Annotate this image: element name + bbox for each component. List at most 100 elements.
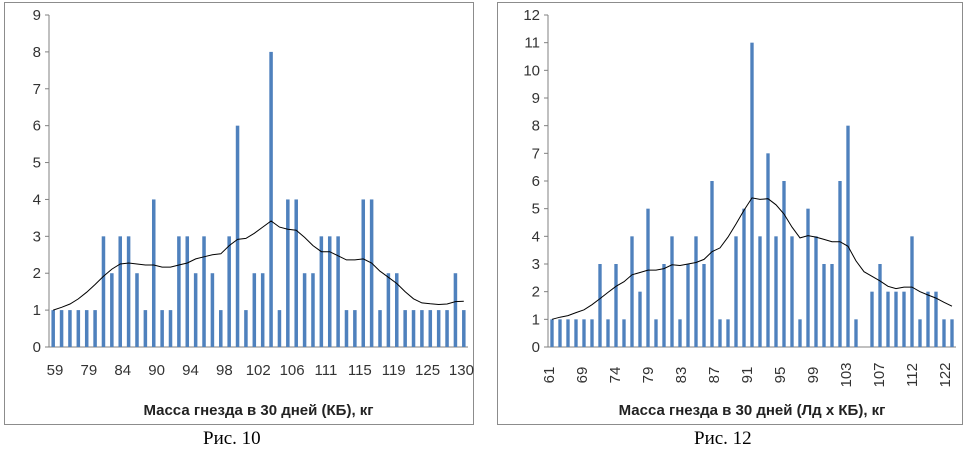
bar — [294, 199, 298, 347]
bar — [344, 310, 349, 347]
bar — [202, 236, 206, 347]
bar — [260, 273, 265, 347]
y-tick-label: 11 — [524, 35, 540, 52]
bar — [369, 199, 374, 347]
bar — [51, 310, 55, 347]
bar — [678, 319, 682, 347]
bar — [670, 236, 674, 347]
bar — [76, 310, 81, 347]
y-tick-label: 4 — [532, 228, 540, 245]
bar — [886, 291, 890, 347]
bar — [558, 319, 562, 347]
bar — [662, 264, 666, 347]
bar — [453, 273, 458, 347]
bar — [420, 310, 424, 347]
x-tick-label: 103 — [838, 362, 855, 387]
bar — [151, 199, 156, 347]
bar — [462, 310, 466, 347]
x-tick-label: 61 — [541, 367, 558, 384]
bar — [378, 310, 382, 347]
bar — [252, 273, 257, 347]
x-tick-label: 130 — [449, 362, 474, 379]
y-tick-label: 8 — [532, 118, 540, 135]
x-tick-label: 83 — [673, 367, 690, 384]
bar — [302, 273, 307, 347]
x-axis-title: Масса гнезда в 30 дней (КБ), кг — [143, 402, 373, 419]
bar — [411, 310, 416, 347]
y-tick-label: 3 — [532, 256, 540, 273]
y-tick-label: 10 — [523, 62, 540, 79]
x-tick-label: 99 — [805, 367, 822, 384]
bar — [798, 319, 802, 347]
x-tick-label: 111 — [315, 362, 338, 379]
bar — [614, 264, 618, 347]
x-tick-label: 91 — [739, 367, 756, 384]
x-tick-label: 106 — [280, 362, 305, 379]
bar — [790, 236, 794, 347]
bar — [566, 319, 570, 347]
trend-line — [53, 220, 464, 311]
bar — [135, 273, 139, 347]
x-tick-label: 98 — [216, 362, 233, 379]
x-tick-label: 74 — [607, 367, 624, 384]
bar — [244, 310, 248, 347]
bar — [582, 319, 586, 347]
bar — [902, 291, 906, 347]
trend-line — [551, 197, 953, 320]
bar — [160, 310, 164, 347]
bar — [750, 42, 754, 348]
x-tick-label: 107 — [871, 362, 888, 387]
bar — [286, 199, 290, 347]
x-tick-label: 119 — [382, 362, 406, 379]
figure-caption-right: Рис. 12 — [694, 428, 752, 449]
bar — [436, 310, 441, 347]
bar — [445, 310, 449, 347]
bar — [68, 310, 72, 347]
bar — [353, 310, 357, 347]
y-tick-label: 5 — [532, 201, 540, 218]
y-tick-label: 7 — [532, 145, 540, 162]
bar — [428, 310, 433, 347]
y-tick-label: 0 — [33, 339, 41, 356]
x-tick-label: 115 — [348, 362, 372, 379]
x-tick-label: 122 — [937, 362, 954, 387]
bar — [830, 264, 834, 347]
bar — [710, 181, 714, 347]
x-tick-label: 87 — [706, 367, 723, 384]
x-tick-label: 79 — [81, 362, 98, 379]
y-tick-label: 6 — [33, 118, 41, 135]
x-tick-label: 125 — [415, 362, 440, 379]
bar — [910, 236, 914, 347]
y-tick-label: 5 — [33, 155, 41, 172]
y-tick-label: 1 — [33, 302, 41, 319]
bar — [193, 273, 198, 347]
bar — [606, 319, 610, 347]
x-tick-label: 79 — [640, 367, 657, 384]
y-tick-label: 4 — [33, 191, 41, 208]
bar — [894, 291, 898, 347]
bar — [126, 236, 131, 347]
bar — [84, 310, 89, 347]
y-tick-label: 1 — [532, 311, 540, 328]
bar — [59, 310, 64, 347]
bar — [235, 125, 240, 348]
bar — [101, 236, 106, 347]
bar — [822, 264, 826, 347]
bar — [950, 319, 954, 347]
x-tick-label: 112 — [904, 363, 921, 387]
bar — [550, 319, 554, 347]
bar — [638, 291, 642, 347]
bar — [702, 264, 706, 347]
chart-left-svg: 0 1 2 3 4 5 6 7 8 9 59 79 84 90 94 98 102 106 111 115 119 125… — [33, 7, 474, 419]
y-tick-label: 12 — [523, 7, 540, 24]
chart-panel-right: 0 1 2 3 4 5 6 7 8 9 10 11 12 61 69 74 79 83 87 91 95 99 103 107… — [497, 2, 963, 425]
bar — [168, 310, 173, 347]
bar — [918, 319, 922, 347]
y-tick-label: 2 — [33, 265, 41, 282]
bar — [630, 236, 634, 347]
bar — [143, 310, 148, 347]
bar — [694, 236, 698, 347]
bar — [403, 310, 407, 347]
bar — [878, 264, 882, 347]
